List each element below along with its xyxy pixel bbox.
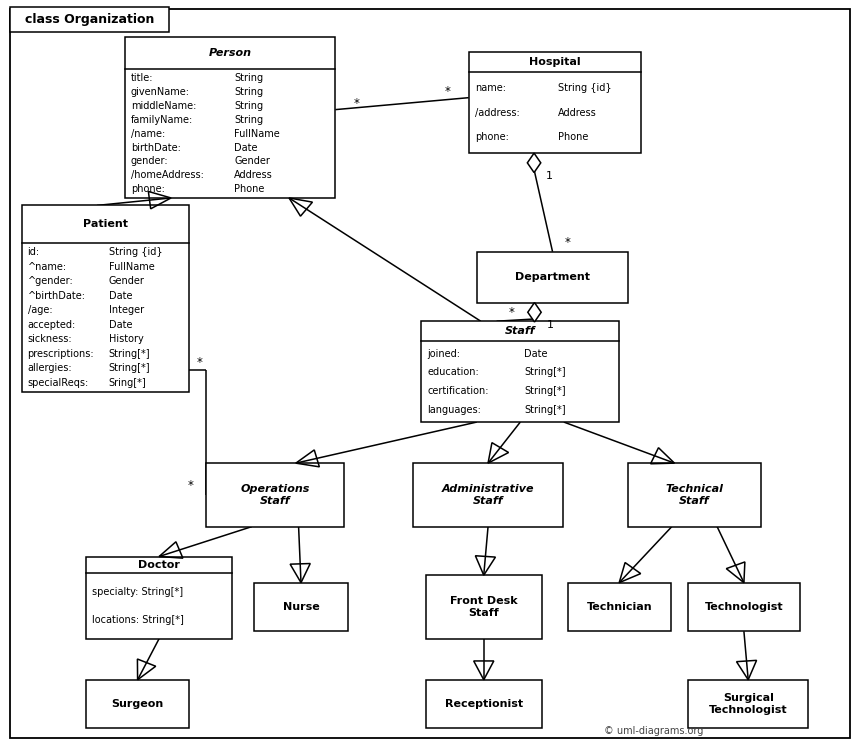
Text: ^name:: ^name: <box>28 261 66 272</box>
Text: Technical
Staff: Technical Staff <box>666 484 723 506</box>
Text: String[*]: String[*] <box>108 363 150 374</box>
Text: *: * <box>354 97 359 110</box>
Text: String[*]: String[*] <box>525 368 566 377</box>
Text: class Organization: class Organization <box>25 13 155 26</box>
Text: specialReqs:: specialReqs: <box>28 378 89 388</box>
Text: Hospital: Hospital <box>529 58 580 67</box>
Text: joined:: joined: <box>427 349 460 359</box>
Text: /name:: /name: <box>131 128 165 139</box>
FancyBboxPatch shape <box>426 575 542 639</box>
Text: Date: Date <box>108 291 132 301</box>
Text: Address: Address <box>558 108 597 118</box>
Text: Phone: Phone <box>558 132 588 142</box>
Text: Integer: Integer <box>108 306 144 315</box>
Text: accepted:: accepted: <box>28 320 76 329</box>
FancyBboxPatch shape <box>426 680 542 728</box>
Text: *: * <box>188 480 194 492</box>
Text: Date: Date <box>108 320 132 329</box>
FancyBboxPatch shape <box>86 557 232 639</box>
Text: Front Desk
Staff: Front Desk Staff <box>450 596 518 618</box>
Text: String {id}: String {id} <box>108 247 163 257</box>
Text: *: * <box>509 306 515 319</box>
Text: Phone: Phone <box>234 184 265 194</box>
Text: String {id}: String {id} <box>558 84 611 93</box>
Text: Technologist: Technologist <box>704 602 783 612</box>
Text: sickness:: sickness: <box>28 334 72 344</box>
Text: Surgeon: Surgeon <box>112 699 163 709</box>
Text: education:: education: <box>427 368 479 377</box>
FancyBboxPatch shape <box>688 680 808 728</box>
Text: String: String <box>234 101 263 111</box>
FancyBboxPatch shape <box>628 463 761 527</box>
Text: phone:: phone: <box>131 184 164 194</box>
Polygon shape <box>528 303 541 322</box>
Text: *: * <box>565 236 571 249</box>
Text: Person: Person <box>208 49 251 58</box>
Text: Date: Date <box>234 143 258 152</box>
Text: Date: Date <box>525 349 548 359</box>
FancyBboxPatch shape <box>206 463 344 527</box>
Text: Technician: Technician <box>587 602 652 612</box>
Text: String[*]: String[*] <box>108 349 150 359</box>
Text: Receptionist: Receptionist <box>445 699 523 709</box>
Text: /homeAddress:: /homeAddress: <box>131 170 204 180</box>
FancyBboxPatch shape <box>421 321 619 422</box>
Text: ^birthDate:: ^birthDate: <box>28 291 85 301</box>
Text: /address:: /address: <box>475 108 519 118</box>
FancyBboxPatch shape <box>22 205 189 392</box>
FancyBboxPatch shape <box>688 583 800 631</box>
Text: Gender: Gender <box>108 276 144 286</box>
Text: gender:: gender: <box>131 156 169 167</box>
Text: 1: 1 <box>546 170 553 181</box>
Text: Staff: Staff <box>505 326 536 336</box>
FancyBboxPatch shape <box>477 252 628 303</box>
Text: FullName: FullName <box>234 128 280 139</box>
Text: phone:: phone: <box>475 132 508 142</box>
FancyBboxPatch shape <box>469 52 641 153</box>
Text: FullName: FullName <box>108 261 155 272</box>
Text: specialty: String[*]: specialty: String[*] <box>92 586 183 597</box>
FancyBboxPatch shape <box>568 583 671 631</box>
Text: locations: String[*]: locations: String[*] <box>92 615 184 625</box>
Text: Surgical
Technologist: Surgical Technologist <box>709 693 788 715</box>
FancyBboxPatch shape <box>10 7 169 32</box>
Text: String: String <box>234 115 263 125</box>
Text: name:: name: <box>475 84 506 93</box>
Text: *: * <box>445 85 450 98</box>
Text: allergies:: allergies: <box>28 363 72 374</box>
Text: ^gender:: ^gender: <box>28 276 73 286</box>
Text: middleName:: middleName: <box>131 101 196 111</box>
Text: Patient: Patient <box>83 219 128 229</box>
Text: String: String <box>234 73 263 84</box>
Text: languages:: languages: <box>427 405 482 415</box>
Text: familyName:: familyName: <box>131 115 193 125</box>
Text: String[*]: String[*] <box>525 386 566 396</box>
Text: *: * <box>197 356 202 369</box>
Text: Address: Address <box>234 170 273 180</box>
FancyBboxPatch shape <box>125 37 335 198</box>
FancyBboxPatch shape <box>254 583 348 631</box>
Text: Gender: Gender <box>234 156 270 167</box>
Text: certification:: certification: <box>427 386 489 396</box>
Text: Doctor: Doctor <box>138 560 180 570</box>
Text: prescriptions:: prescriptions: <box>28 349 94 359</box>
Text: String: String <box>234 87 263 97</box>
Text: Nurse: Nurse <box>283 602 319 612</box>
Text: title:: title: <box>131 73 153 84</box>
Text: birthDate:: birthDate: <box>131 143 181 152</box>
FancyBboxPatch shape <box>413 463 563 527</box>
Text: History: History <box>108 334 144 344</box>
Text: id:: id: <box>28 247 40 257</box>
Text: Administrative
Staff: Administrative Staff <box>442 484 534 506</box>
Text: /age:: /age: <box>28 306 52 315</box>
Text: Sring[*]: Sring[*] <box>108 378 146 388</box>
Text: givenName:: givenName: <box>131 87 190 97</box>
Text: String[*]: String[*] <box>525 405 566 415</box>
Text: 1: 1 <box>546 320 554 330</box>
Text: Department: Department <box>515 272 590 282</box>
Polygon shape <box>527 153 541 173</box>
Text: © uml-diagrams.org: © uml-diagrams.org <box>604 725 703 736</box>
Text: Operations
Staff: Operations Staff <box>241 484 310 506</box>
FancyBboxPatch shape <box>86 680 189 728</box>
